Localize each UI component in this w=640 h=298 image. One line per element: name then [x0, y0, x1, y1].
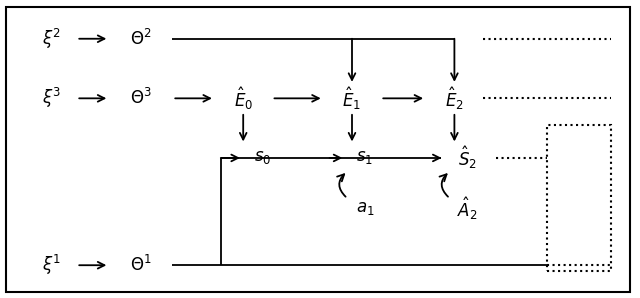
Text: $\xi^1$: $\xi^1$	[42, 253, 61, 277]
Text: $\hat{E}_0$: $\hat{E}_0$	[234, 85, 253, 112]
Text: $\hat{E}_1$: $\hat{E}_1$	[342, 85, 362, 112]
Text: $\hat{S}_2$: $\hat{S}_2$	[458, 145, 477, 171]
Text: $\hat{A}_2$: $\hat{A}_2$	[457, 195, 477, 222]
Text: $\hat{E}_2$: $\hat{E}_2$	[445, 85, 464, 112]
Text: $\Theta^2$: $\Theta^2$	[130, 29, 152, 49]
Text: $a_1$: $a_1$	[355, 200, 374, 217]
Text: $s_0$: $s_0$	[254, 149, 271, 167]
Text: $\Theta^3$: $\Theta^3$	[130, 88, 152, 108]
Text: $\Theta^1$: $\Theta^1$	[130, 255, 152, 275]
Text: $\xi^2$: $\xi^2$	[42, 27, 61, 51]
Text: $s_1$: $s_1$	[356, 149, 373, 167]
Bar	[547, 125, 611, 271]
Text: $\xi^3$: $\xi^3$	[42, 86, 61, 110]
